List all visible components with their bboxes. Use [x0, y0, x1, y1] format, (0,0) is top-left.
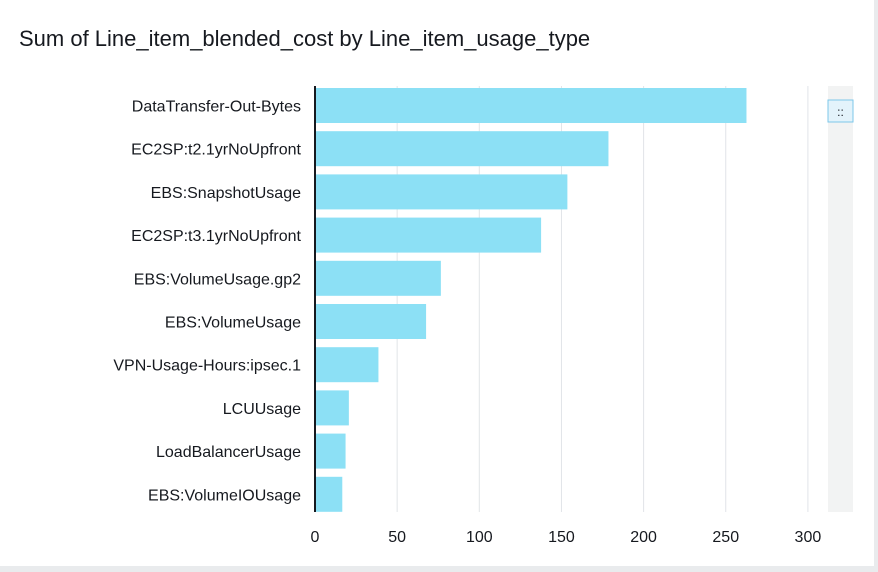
bars — [316, 88, 747, 512]
bar[interactable] — [316, 476, 343, 512]
chart-title: Sum of Line_item_blended_cost by Line_it… — [19, 26, 591, 51]
scrollbar-track[interactable] — [828, 86, 853, 512]
category-label: VPN-Usage-Hours:ipsec.1 — [113, 358, 301, 375]
x-tick-label: 150 — [548, 529, 575, 546]
bar[interactable] — [316, 260, 441, 296]
bar[interactable] — [316, 174, 568, 210]
bar[interactable] — [316, 217, 542, 253]
x-tick-labels: 0 50 100 150 200 250 300 — [311, 529, 822, 546]
bar[interactable] — [316, 88, 747, 123]
bar[interactable] — [316, 347, 379, 383]
category-label: LCUUsage — [223, 401, 301, 418]
x-tick-label: 300 — [795, 529, 822, 546]
x-tick-label: 200 — [630, 529, 657, 546]
category-label: LoadBalancerUsage — [156, 444, 301, 461]
bar[interactable] — [316, 131, 609, 167]
x-tick-label: 250 — [712, 529, 739, 546]
x-tick-label: 50 — [388, 529, 406, 546]
category-label: DataTransfer-Out-Bytes — [132, 99, 301, 116]
x-tick-label: 100 — [466, 529, 493, 546]
x-tick-label: 0 — [311, 529, 320, 546]
category-label: EBS:VolumeUsage — [165, 315, 301, 332]
vertical-scrollbar[interactable]: :: — [827, 86, 854, 512]
bar[interactable] — [316, 433, 346, 469]
bar[interactable] — [316, 304, 427, 339]
category-labels: DataTransfer-Out-Bytes EC2SP:t2.1yrNoUpfr… — [113, 99, 301, 505]
category-label: EC2SP:t3.1yrNoUpfront — [131, 228, 301, 245]
scrollbar-thumb[interactable] — [827, 99, 854, 123]
drag-handle-icon: :: — [837, 105, 844, 119]
bar[interactable] — [316, 390, 349, 426]
category-label: EC2SP:t2.1yrNoUpfront — [131, 142, 301, 159]
category-label: EBS:VolumeIOUsage — [148, 487, 301, 504]
category-label: EBS:VolumeUsage.gp2 — [134, 271, 301, 288]
category-label: EBS:SnapshotUsage — [151, 185, 301, 202]
